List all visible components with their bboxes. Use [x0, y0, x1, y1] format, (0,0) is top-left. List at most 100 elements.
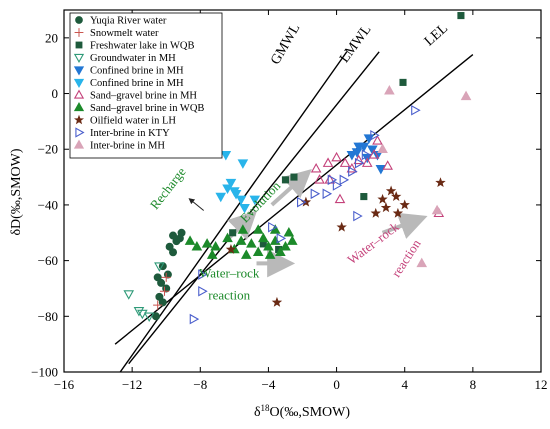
data-point — [235, 235, 247, 245]
data-point — [189, 313, 200, 325]
data-point — [460, 90, 472, 101]
x-tick-label: 8 — [470, 377, 477, 392]
data-point — [360, 193, 368, 201]
data-point — [275, 246, 286, 257]
x-axis-title-suffix: O(‰,SMOW) — [270, 405, 351, 420]
data-point — [392, 207, 404, 218]
data-point — [222, 184, 233, 194]
data-point — [391, 191, 402, 201]
data-point — [367, 145, 378, 155]
data-point — [239, 203, 250, 214]
legend-label: Yuqia River water — [90, 16, 167, 27]
data-point — [133, 306, 145, 317]
data-point — [435, 177, 446, 188]
data-point — [230, 190, 242, 200]
x-axis-title-sup: 18 — [261, 403, 271, 413]
data-point — [382, 160, 393, 170]
data-point — [370, 207, 381, 218]
x-tick-label: 12 — [535, 377, 548, 392]
data-point — [353, 210, 363, 222]
data-point — [327, 174, 338, 186]
y-tick-label: 0 — [52, 86, 59, 101]
data-point — [225, 244, 237, 254]
y-tick-label: −40 — [38, 197, 58, 212]
legend-marker — [75, 41, 83, 49]
legend-label: Confined brine in MH — [90, 78, 184, 89]
data-point — [258, 232, 269, 243]
trend-arrow — [270, 168, 312, 207]
data-point — [310, 162, 322, 173]
trend-arrows — [188, 168, 428, 278]
data-point — [206, 249, 218, 259]
data-point — [198, 269, 208, 280]
y-tick-label: −100 — [31, 365, 58, 380]
data-point — [351, 148, 363, 158]
legend-marker — [74, 28, 84, 37]
data-point — [201, 238, 213, 248]
x-axis-title-prefix: δ — [254, 405, 261, 420]
trend-arrow — [224, 210, 258, 243]
data-point — [225, 178, 237, 189]
x-tick-label: 0 — [333, 377, 340, 392]
trend-arrow — [381, 212, 428, 239]
data-point — [268, 221, 278, 233]
data-point — [297, 196, 307, 208]
data-point — [336, 221, 347, 232]
line-lmwl — [128, 51, 380, 365]
data-point — [177, 228, 186, 237]
legend-item-inter-brine-in-kty-9: Inter-brine in KTY — [75, 127, 170, 139]
series-snowmelt-water-1 — [153, 272, 171, 310]
data-point — [377, 143, 388, 154]
data-point — [322, 188, 333, 200]
x-axis-title: δ18O(‰,SMOW) — [254, 403, 350, 420]
series-freshwater-lake-in-wqb-2 — [229, 12, 465, 254]
data-point — [339, 174, 350, 186]
legend-label: Inter-brine in MH — [90, 141, 165, 152]
data-point — [158, 298, 167, 307]
data-point — [252, 224, 264, 234]
legend-item-freshwater-lake-in-wqb-2: Freshwater lake in WQB — [75, 41, 195, 52]
legend-label: Sand–gravel brine in WQB — [90, 103, 204, 114]
legend-item-inter-brine-in-mh-10: Inter-brine in MH — [73, 139, 165, 152]
data-point — [310, 188, 321, 200]
data-point — [361, 149, 372, 161]
data-point — [184, 235, 196, 245]
legend-label: Freshwater lake in WQB — [90, 41, 195, 52]
legend-item-yuqia-river-water-0: Yuqia River water — [75, 16, 167, 27]
data-point — [332, 180, 343, 191]
data-point — [157, 278, 166, 287]
series-groundwater-in-mh-3 — [123, 262, 165, 323]
data-point — [457, 12, 465, 20]
legend-item-sand-gravel-brine-in-mh-6: Sand–gravel brine in MH — [73, 89, 197, 102]
annotation-water-rock: Water–rock — [199, 265, 260, 280]
legend-marker — [75, 16, 83, 24]
data-point — [191, 240, 203, 251]
data-point — [154, 262, 165, 272]
legend-marker — [74, 114, 84, 125]
data-point — [276, 233, 287, 244]
legend-label: Oilfield water in LH — [90, 116, 176, 127]
legend-item-confined-brine-in-mh-4: Confined brine in MH — [73, 66, 184, 77]
data-point — [161, 272, 171, 282]
series-inter-brine-in-kty-9 — [189, 104, 421, 325]
line-lel — [114, 54, 474, 345]
data-point — [237, 224, 249, 234]
data-point — [339, 157, 351, 167]
data-point — [237, 159, 249, 169]
data-point — [210, 240, 221, 251]
data-point — [264, 249, 276, 259]
data-point — [322, 157, 334, 167]
series-sand-gravel-brine-in-wqb-7 — [184, 224, 298, 259]
data-point — [246, 238, 257, 248]
legend-label: Snowmelt water — [90, 28, 159, 39]
data-point — [281, 176, 290, 184]
y-tick-label: −60 — [38, 253, 58, 268]
legend-marker — [73, 78, 85, 89]
y-tick-label: −80 — [38, 309, 58, 324]
data-point — [280, 240, 291, 251]
data-point — [169, 231, 178, 240]
data-point — [286, 235, 298, 245]
data-point — [411, 104, 421, 116]
recharge-arrow — [188, 198, 205, 211]
